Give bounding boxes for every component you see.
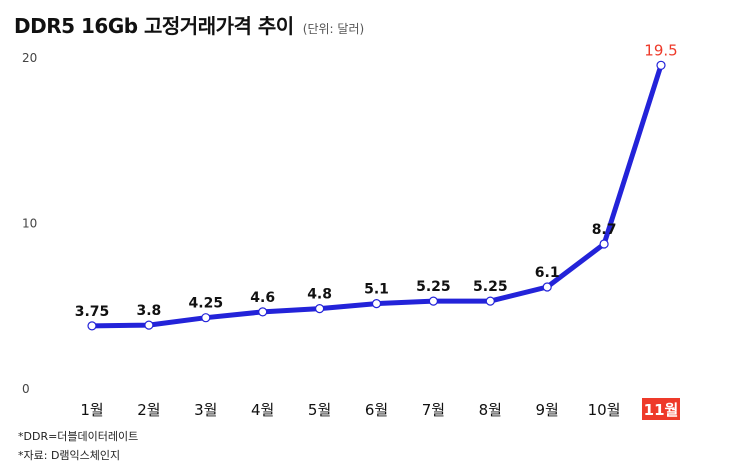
- footnote-source: *자료: D램익스체인지: [18, 449, 121, 462]
- x-tick-highlight-badge: [642, 398, 680, 420]
- x-tick-label: 3월: [194, 401, 217, 419]
- x-tick-label: 1월: [80, 401, 103, 419]
- x-tick-label: 4월: [251, 401, 274, 419]
- data-point: [258, 307, 268, 317]
- data-label: 5.25: [416, 279, 451, 295]
- data-labels: 3.75 3.8 4.25 4.6 4.8 5.1 5.25 5.25 6.1 8.7 19.5: [75, 41, 678, 320]
- y-tick-label: 0: [22, 382, 30, 396]
- x-axis: 1월 2월 3월 4월 5월 6월 7월 8월 9월 10월 11월: [80, 398, 680, 420]
- data-point: [201, 313, 211, 323]
- x-tick-label: 9월: [536, 401, 559, 419]
- footnote-ddr: *DDR=더블데이터레이트: [18, 430, 139, 443]
- data-label: 5.1: [364, 282, 389, 298]
- data-markers: [87, 60, 666, 331]
- y-tick-label: 20: [22, 51, 37, 65]
- data-point: [371, 299, 382, 309]
- data-label: 4.6: [250, 290, 275, 306]
- x-tick-label: 2월: [137, 401, 160, 419]
- x-tick-label: 11월: [644, 401, 679, 419]
- data-point: [315, 304, 325, 314]
- data-label: 3.75: [75, 304, 110, 320]
- data-label: 3.8: [136, 303, 161, 319]
- y-tick-label: 10: [22, 217, 37, 231]
- chart-title: DDR5 16Gb 고정거래가격 추이: [14, 14, 294, 38]
- x-tick-label: 10월: [588, 401, 621, 419]
- data-label: 4.8: [307, 287, 332, 303]
- x-tick-label: 8월: [479, 401, 502, 419]
- chart-title-block: DDR5 16Gb 고정거래가격 추이 (단위: 달러): [14, 10, 364, 39]
- chart-unit: (단위: 달러): [302, 22, 365, 36]
- data-label: 4.25: [189, 296, 224, 312]
- data-point: [542, 282, 552, 292]
- y-axis: 0 10 20: [22, 51, 37, 396]
- x-tick-label: 5월: [308, 401, 331, 419]
- data-point: [428, 296, 438, 306]
- data-label: 5.25: [473, 279, 508, 295]
- x-tick-label: 6월: [365, 401, 388, 419]
- data-point: [485, 296, 495, 306]
- x-tick-label: 7월: [422, 401, 445, 419]
- data-label: 8.7: [592, 222, 617, 238]
- data-point: [87, 321, 97, 331]
- data-label: 19.5: [644, 41, 677, 59]
- data-label: 6.1: [535, 265, 560, 281]
- data-point: [599, 239, 609, 249]
- data-point: [656, 60, 666, 70]
- data-point: [144, 320, 154, 330]
